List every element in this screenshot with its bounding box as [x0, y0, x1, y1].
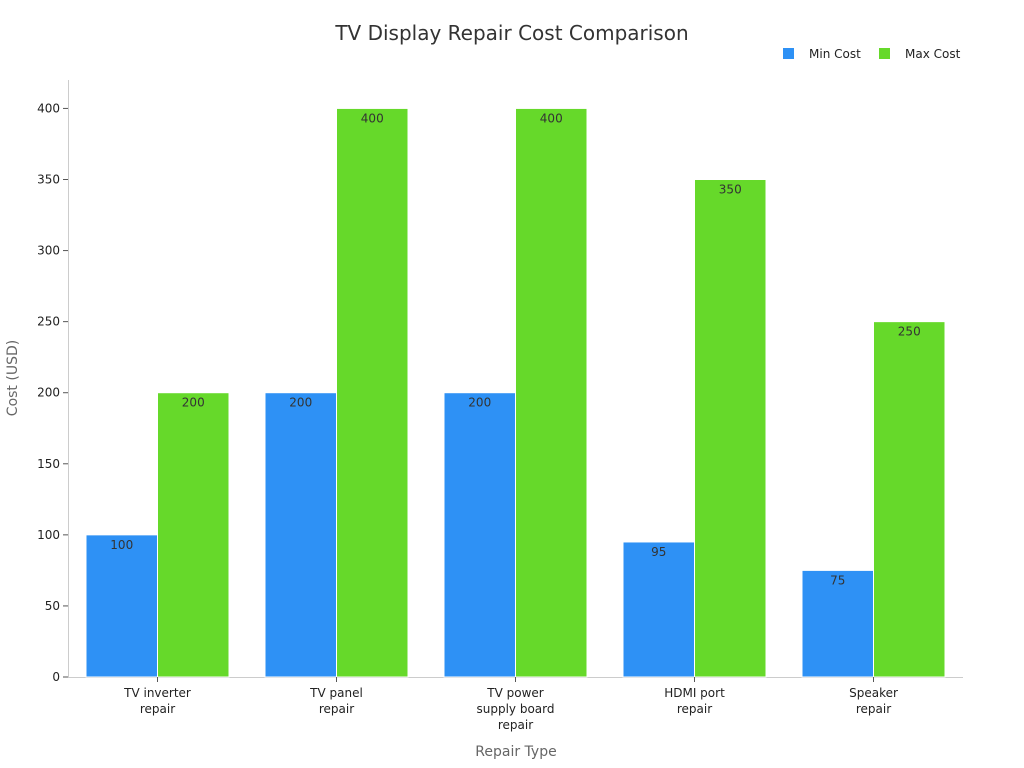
legend-swatch [783, 48, 794, 59]
bar-value-label: 75 [830, 573, 845, 587]
y-tick-label: 250 [37, 315, 60, 329]
bar [873, 321, 946, 678]
x-tick-label: TV panel repair [309, 686, 363, 716]
x-tick-label: TV power supply board repair [477, 686, 555, 732]
bar-value-label: 200 [468, 396, 491, 410]
y-axis-ticks: 0 50 100 150 200 250 300 350 400 [37, 101, 68, 684]
bar [264, 392, 337, 678]
bar-value-label: 400 [540, 111, 563, 125]
legend: Min Cost Max Cost [783, 47, 961, 61]
bar-value-label: 200 [182, 396, 205, 410]
chart-title: TV Display Repair Cost Comparison [334, 21, 688, 45]
bar [515, 107, 588, 678]
bar-value-label: 250 [898, 325, 921, 339]
bar-value-label: 400 [361, 111, 384, 125]
x-tick-label-line: repair [856, 702, 891, 716]
bar [801, 569, 874, 678]
bar [443, 392, 516, 678]
bar-value-label: 100 [110, 538, 133, 552]
x-tick-label-line: repair [140, 702, 175, 716]
y-tick-label: 300 [37, 244, 60, 258]
bar [622, 541, 695, 678]
y-tick-label: 50 [45, 599, 60, 613]
bar [157, 392, 230, 678]
x-tick-label-line: TV inverter [123, 686, 191, 700]
x-axis-ticks: TV inverter repair TV panel repair TV power s… [123, 677, 898, 732]
legend-label: Min Cost [809, 47, 861, 61]
x-tick-label-line: repair [677, 702, 712, 716]
y-tick-label: 0 [52, 670, 60, 684]
x-tick-label-line: supply board [477, 702, 555, 716]
legend-label: Max Cost [905, 47, 961, 61]
y-tick-label: 200 [37, 386, 60, 400]
x-axis-title: Repair Type [475, 744, 556, 760]
y-axis-title: Cost (USD) [5, 340, 21, 416]
y-tick-label: 150 [37, 457, 60, 471]
x-tick-label-line: repair [498, 718, 533, 732]
x-tick-label: HDMI port repair [664, 686, 725, 716]
x-tick-label-line: TV power [486, 686, 544, 700]
y-tick-label: 400 [37, 101, 60, 115]
bar-value-label: 200 [289, 396, 312, 410]
x-tick-label: TV inverter repair [123, 686, 191, 716]
bar-value-label: 95 [651, 545, 666, 559]
x-tick-label-line: repair [319, 702, 354, 716]
bar [85, 534, 158, 678]
legend-swatch [879, 48, 890, 59]
x-tick-label-line: TV panel [309, 686, 363, 700]
x-tick-label-line: HDMI port [664, 686, 725, 700]
x-tick-label-line: Speaker [849, 686, 898, 700]
y-tick-label: 100 [37, 528, 60, 542]
bars: 100 200 200 400 200 400 95 350 75 250 [85, 107, 946, 678]
x-tick-label: Speaker repair [849, 686, 898, 716]
bar [694, 179, 767, 678]
bar-value-label: 350 [719, 183, 742, 197]
y-tick-label: 350 [37, 173, 60, 187]
bar [336, 107, 409, 678]
